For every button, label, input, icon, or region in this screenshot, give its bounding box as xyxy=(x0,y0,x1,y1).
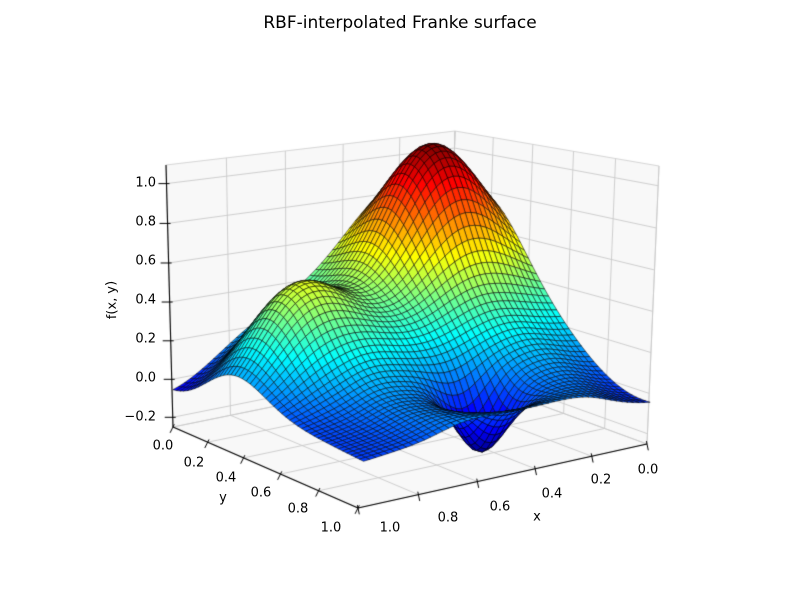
surface-plot-canvas xyxy=(0,0,800,600)
figure-3d-surface: RBF-interpolated Franke surface x y f(x,… xyxy=(0,0,800,600)
